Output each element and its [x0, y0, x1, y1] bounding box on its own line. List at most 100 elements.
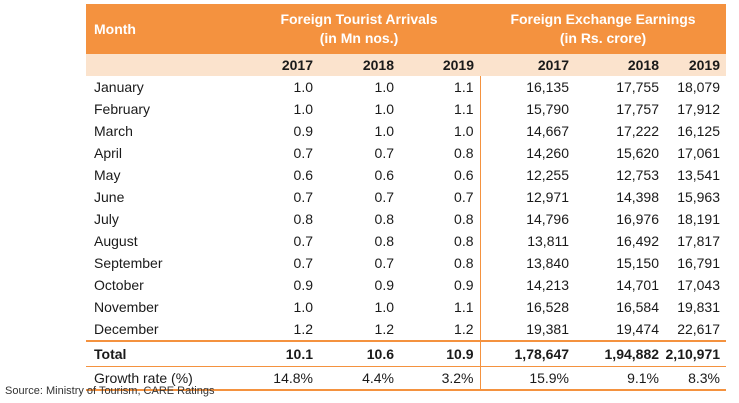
- table-cell: 1.2: [374, 321, 394, 337]
- table-cell: 17,061: [677, 145, 721, 161]
- row-label: February: [94, 101, 151, 117]
- table-cell: 16,492: [616, 233, 660, 249]
- table-cell: 10.6: [319, 340, 400, 367]
- exchange-earnings-title: Foreign Exchange Earnings: [510, 11, 696, 27]
- table-cell: 2,10,971: [665, 340, 727, 367]
- table-cell: 0.7: [374, 145, 394, 161]
- table-cell: 19,831: [677, 299, 721, 315]
- table-cell: 1.0: [454, 123, 474, 139]
- row-label: October: [94, 277, 144, 293]
- tourism-data-table: Month Foreign Tourist Arrivals (in Mn no…: [86, 4, 727, 391]
- table-cell: 18,079: [677, 79, 721, 95]
- table-cell: 12,255: [479, 164, 576, 186]
- table-cell: 1.0: [293, 101, 313, 117]
- table-row: February 1.0 1.0 1.1 15,790 17,757 17,912: [86, 98, 726, 120]
- table-cell: 0.9: [454, 277, 474, 293]
- table-cell: 15,620: [616, 145, 660, 161]
- table-cell: 10.1: [238, 340, 319, 367]
- table-cell: 0.8: [454, 145, 474, 161]
- row-label: June: [94, 189, 125, 205]
- table-cell: 4.4%: [319, 366, 400, 391]
- table-cell: 16,528: [479, 296, 576, 318]
- table-row: September 0.7 0.7 0.8 13,840 15,150 16,791: [86, 252, 726, 274]
- month-column-header: Month: [86, 4, 238, 54]
- table-cell: 16,584: [616, 299, 660, 315]
- year-header-blank: [86, 54, 238, 76]
- table-row: March 0.9 1.0 1.0 14,667 17,222 16,125: [86, 120, 726, 142]
- table-cell: 0.7: [293, 255, 313, 271]
- table-cell: 17,755: [616, 79, 660, 95]
- table-cell: 0.8: [454, 233, 474, 249]
- table-cell: 19,381: [479, 318, 576, 341]
- table-row: December 1.2 1.2 1.2 19,381 19,474 22,617: [86, 318, 726, 341]
- row-label: September: [94, 255, 163, 271]
- row-label: December: [94, 321, 159, 337]
- table-cell: 0.7: [293, 233, 313, 249]
- exchange-earnings-unit: (in Rs. crore): [559, 30, 647, 46]
- row-label: Growth rate (%): [86, 366, 238, 391]
- table-cell: 1.0: [374, 101, 394, 117]
- year-header: 2018: [575, 54, 666, 76]
- table-cell: 1.1: [454, 299, 474, 315]
- table-cell: 13,811: [479, 230, 576, 252]
- table-cell: 14,398: [616, 189, 660, 205]
- table-cell: 17,912: [677, 101, 721, 117]
- table-cell: 17,222: [616, 123, 660, 139]
- table-cell: 0.8: [293, 211, 313, 227]
- table-cell: 1.1: [454, 101, 474, 117]
- table-row: January 1.0 1.0 1.1 16,135 17,755 18,079: [86, 76, 726, 98]
- table-cell: 14.8%: [238, 366, 319, 391]
- table-cell: 16,976: [616, 211, 660, 227]
- table-cell: 0.6: [454, 167, 474, 183]
- row-label: January: [94, 79, 144, 95]
- table-cell: 16,791: [677, 255, 721, 271]
- table-cell: 12,753: [616, 167, 660, 183]
- table-row: May 0.6 0.6 0.6 12,255 12,753 13,541: [86, 164, 726, 186]
- year-header: 2017: [480, 54, 576, 76]
- table-cell: 12,971: [479, 186, 576, 208]
- source-note: Source: Ministry of Tourism, CARE Rating…: [5, 385, 215, 397]
- table-cell: 1.0: [374, 123, 394, 139]
- table-cell: 14,260: [479, 142, 576, 164]
- table-cell: 1,78,647: [479, 340, 576, 367]
- table-cell: 1.2: [293, 321, 313, 337]
- tourist-arrivals-unit: (in Mn nos.): [319, 30, 399, 46]
- table-cell: 1.2: [454, 321, 474, 337]
- table-row: June 0.7 0.7 0.7 12,971 14,398 15,963: [86, 186, 726, 208]
- table-cell: 0.6: [374, 167, 394, 183]
- table-cell: 15,963: [677, 189, 721, 205]
- table-year-header-row: 2017 2018 2019 2017 2018 2019: [86, 54, 727, 76]
- year-header: 2017: [238, 54, 319, 76]
- table-cell: 0.8: [454, 255, 474, 271]
- year-header: 2019: [400, 54, 481, 76]
- table-cell: 0.7: [374, 189, 394, 205]
- table-cell: 10.9: [400, 340, 481, 367]
- table-cell: 0.9: [293, 123, 313, 139]
- tourist-arrivals-group-header: Foreign Tourist Arrivals (in Mn nos.): [238, 4, 481, 54]
- table-cell: 15.9%: [479, 366, 576, 391]
- table-cell: 1,94,882: [575, 340, 666, 367]
- table-cell: 13,840: [479, 252, 576, 274]
- row-label: August: [94, 233, 138, 249]
- table-cell: 0.7: [293, 145, 313, 161]
- table-cell: 15,150: [616, 255, 660, 271]
- table-row: August 0.7 0.8 0.8 13,811 16,492 17,817: [86, 230, 726, 252]
- table-cell: 0.6: [293, 167, 313, 183]
- table-cell: 17,043: [677, 277, 721, 293]
- table-cell: 0.8: [454, 211, 474, 227]
- row-label: March: [94, 123, 133, 139]
- table-cell: 16,135: [479, 76, 576, 98]
- table-group-header-row: Month Foreign Tourist Arrivals (in Mn no…: [86, 4, 727, 54]
- tourist-arrivals-title: Foreign Tourist Arrivals: [280, 11, 438, 27]
- table-cell: 13,541: [677, 167, 721, 183]
- table-cell: 0.7: [454, 189, 474, 205]
- table-cell: 14,667: [479, 120, 576, 142]
- table-cell: 22,617: [677, 321, 721, 337]
- table-cell: 0.8: [374, 233, 394, 249]
- year-header: 2018: [319, 54, 400, 76]
- table-cell: 16,125: [677, 123, 721, 139]
- table-row: July 0.8 0.8 0.8 14,796 16,976 18,191: [86, 208, 726, 230]
- table-cell: 14,213: [479, 274, 576, 296]
- row-label: November: [94, 299, 159, 315]
- data-table-container: Month Foreign Tourist Arrivals (in Mn no…: [86, 4, 727, 391]
